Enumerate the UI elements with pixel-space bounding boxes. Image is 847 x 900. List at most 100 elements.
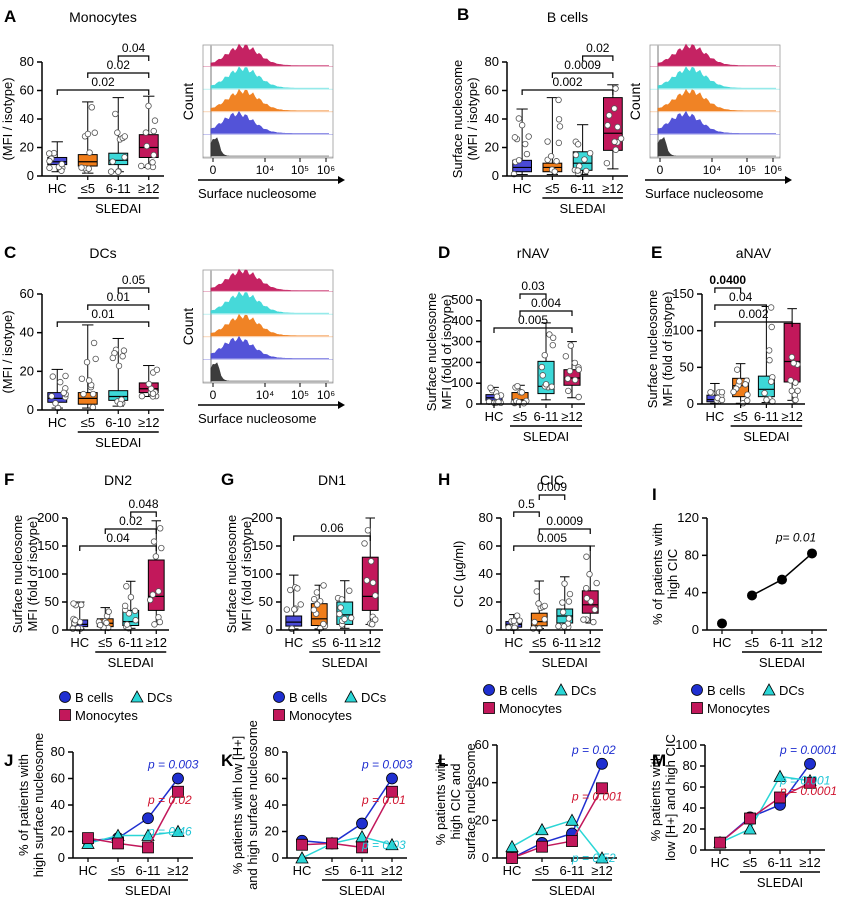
x-tick-label: HC [70, 635, 89, 650]
marker-square [142, 841, 154, 854]
y-tick-label: 100 [37, 566, 59, 581]
x-tick-label: 6-11 [754, 409, 779, 424]
x-tick-label: HC [48, 181, 67, 196]
legend-label: Monocytes [707, 701, 770, 716]
data-point [320, 620, 327, 628]
x-tick-label: 6-11 [533, 409, 558, 424]
hist-x-tick-label: 10⁴ [256, 163, 275, 177]
data-point [612, 146, 619, 153]
series-line [301, 778, 393, 845]
x-tick-label: ≥12 [167, 863, 189, 878]
data-point [149, 591, 157, 598]
hist-curve-0 [657, 43, 776, 66]
significance-bracket [513, 511, 540, 517]
y-tick-label: 0 [466, 396, 473, 411]
hist-x-tick-label: 0 [210, 388, 217, 402]
marker-square [483, 702, 495, 714]
series-line [751, 552, 813, 597]
panel-m: M 0 20 40 60 80 100 % patients with low [H+] and… [648, 683, 837, 890]
hist-x-label: Surface nucleosome [198, 186, 317, 201]
x-tick-label: HC [293, 863, 312, 878]
p-value-annotation: p= 0.01 [775, 530, 816, 544]
legend-label: DCs [147, 690, 173, 705]
marker-square [691, 702, 703, 714]
y-tick-label: 80 [683, 758, 697, 773]
data-point [46, 164, 53, 172]
data-point [794, 387, 801, 395]
series-point [807, 548, 817, 559]
x-tick-label: 6-11 [349, 863, 374, 878]
data-point [347, 614, 355, 622]
x-group-label: SLEDAI [339, 883, 385, 898]
y-tick-label: 0 [58, 850, 65, 865]
y-tick-label: 200 [251, 510, 273, 525]
hist-curve-0 [210, 43, 329, 66]
y-tick-label: 60 [475, 737, 489, 752]
hist-arrow-head [785, 176, 792, 184]
series-line [511, 819, 603, 859]
x-group-label: SLEDAI [523, 429, 569, 444]
x-tick-label: ≥12 [138, 181, 160, 196]
hist-curve-0 [210, 268, 329, 291]
x-tick-label: ≤5 [111, 863, 125, 878]
p-value-label: p = 0.52 [571, 851, 616, 865]
significance-bracket [521, 89, 614, 95]
data-point [575, 393, 582, 401]
y-tick-label: 40 [51, 797, 65, 812]
data-point [515, 115, 523, 122]
p-value-label: 0.01 [91, 307, 115, 321]
data-point [744, 391, 751, 398]
data-point [310, 596, 318, 603]
data-point [744, 397, 751, 404]
data-point [132, 617, 139, 624]
data-point [535, 600, 542, 607]
legend-label: Monocytes [75, 708, 138, 723]
x-tick-label: 6-10 [105, 415, 131, 430]
marker-square [172, 785, 184, 798]
series-point [777, 574, 787, 585]
x-tick-label: 6-11 [767, 855, 792, 870]
hist-curve-2 [210, 88, 329, 112]
y-axis-label: % patients with [648, 754, 663, 841]
x-tick-label: ≥12 [781, 409, 803, 424]
data-point [121, 602, 129, 610]
data-point [150, 127, 157, 135]
data-point [150, 151, 157, 159]
data-point [92, 355, 99, 363]
panel-letter: B [457, 5, 469, 24]
x-tick-label: 6-11 [769, 635, 794, 650]
data-point [138, 162, 145, 170]
box-0 [285, 615, 303, 627]
data-point [88, 104, 95, 111]
data-point [586, 149, 594, 157]
y-tick-label: 0 [27, 168, 34, 183]
data-point [369, 579, 377, 586]
series-line [719, 782, 811, 844]
data-point [604, 122, 611, 129]
data-point [57, 378, 64, 386]
data-point [766, 347, 773, 354]
data-point [525, 133, 532, 140]
x-tick-label: HC [513, 181, 532, 196]
data-point [109, 354, 117, 362]
marker-circle [691, 684, 703, 696]
data-point [107, 168, 115, 175]
panel-letter: J [4, 751, 13, 770]
legend-label: Monocytes [499, 701, 562, 716]
marker-square [59, 709, 71, 721]
data-point [313, 589, 321, 596]
data-point [372, 592, 379, 599]
data-point [513, 612, 521, 619]
data-point [555, 116, 563, 123]
data-point [583, 553, 590, 560]
x-tick-label: ≤5 [81, 181, 95, 196]
marker-square [804, 776, 816, 789]
y-axis-label: (MFI / isotype) [0, 310, 15, 393]
p-value-label: 0.04 [729, 290, 753, 304]
data-point [158, 544, 165, 552]
p-value-label: p = 0.02 [571, 743, 616, 757]
panel-letter: I [652, 485, 657, 504]
marker-triangle [565, 813, 579, 826]
data-point [548, 383, 555, 390]
